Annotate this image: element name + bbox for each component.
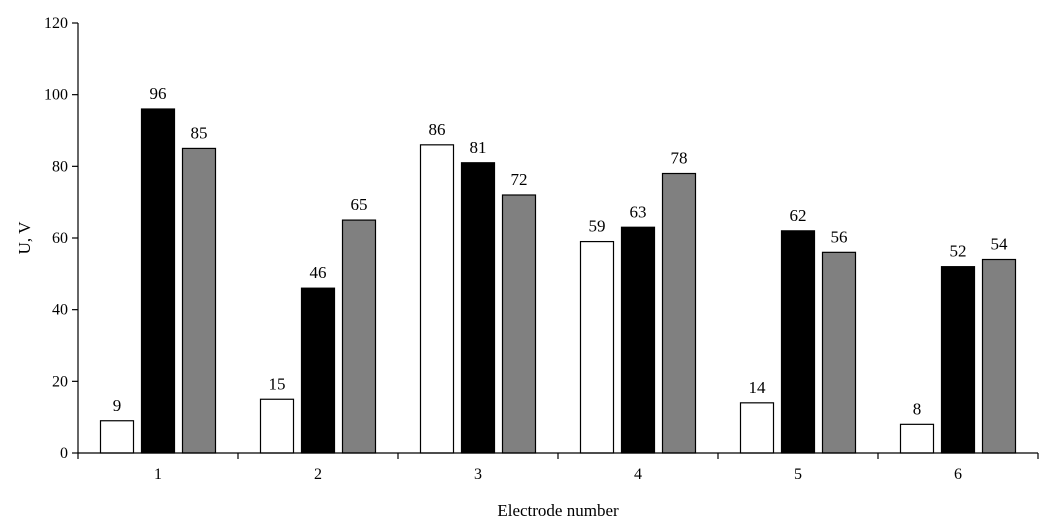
- bar-value-label: 63: [630, 202, 647, 221]
- y-tick-label: 0: [60, 445, 68, 462]
- bar-value-label: 15: [269, 374, 286, 393]
- bar-value-label: 96: [150, 84, 167, 103]
- bar-value-label: 86: [429, 120, 446, 139]
- bar: [99, 420, 135, 454]
- x-tick-label: 4: [634, 466, 642, 483]
- y-tick-label: 80: [52, 158, 68, 175]
- bar-value-label: 14: [749, 378, 767, 397]
- bar: [739, 402, 775, 454]
- bar-value-label: 78: [671, 149, 688, 168]
- bar-value-label: 62: [790, 206, 807, 225]
- y-axis-title: U, V: [15, 221, 34, 254]
- x-axis: 1 2 3 4 5 6: [77, 452, 1039, 483]
- bar: [821, 251, 857, 454]
- bar-value-label: 52: [950, 242, 967, 261]
- bar-value-label: 9: [113, 396, 122, 415]
- bar-value-label: 65: [351, 195, 368, 214]
- bar: [181, 147, 217, 454]
- bar-value-label: 8: [913, 399, 922, 418]
- x-tick-label: 6: [954, 466, 962, 483]
- bar: [341, 219, 377, 454]
- bar: [780, 230, 816, 454]
- bar-value-label: 72: [511, 170, 528, 189]
- x-axis-title: Electrode number: [497, 501, 619, 520]
- bar-value-label: 59: [589, 217, 606, 236]
- bar: [620, 226, 656, 454]
- x-tick-label: 5: [794, 466, 802, 483]
- bar: [419, 144, 455, 454]
- x-tick-label: 1: [154, 466, 162, 483]
- y-tick-label: 120: [44, 15, 68, 32]
- bar-value-label: 46: [310, 263, 327, 282]
- x-tick-label: 2: [314, 466, 322, 483]
- plot-area: 9 96 85 15 46 65 86 81 72 59 63 78 14 62 56 8 52 54: [99, 84, 1017, 454]
- bar-value-label: 81: [470, 138, 487, 157]
- bar: [661, 172, 697, 454]
- x-tick-label: 3: [474, 466, 482, 483]
- bar: [940, 266, 976, 454]
- bar: [579, 240, 615, 454]
- bar-value-label: 85: [191, 123, 208, 142]
- y-axis: 0 20 40 60 80 100 120: [44, 15, 79, 462]
- y-tick-label: 40: [52, 302, 68, 319]
- bar: [501, 194, 537, 454]
- bar: [460, 162, 496, 454]
- bar: [899, 423, 935, 454]
- bar-value-label: 56: [831, 227, 848, 246]
- bar: [140, 108, 176, 454]
- bar: [981, 258, 1017, 454]
- bar-value-label: 54: [991, 235, 1009, 254]
- bar: [300, 287, 336, 454]
- bar: [259, 398, 295, 454]
- y-tick-label: 100: [44, 87, 68, 104]
- y-tick-label: 60: [52, 230, 68, 247]
- y-tick-label: 20: [52, 373, 68, 390]
